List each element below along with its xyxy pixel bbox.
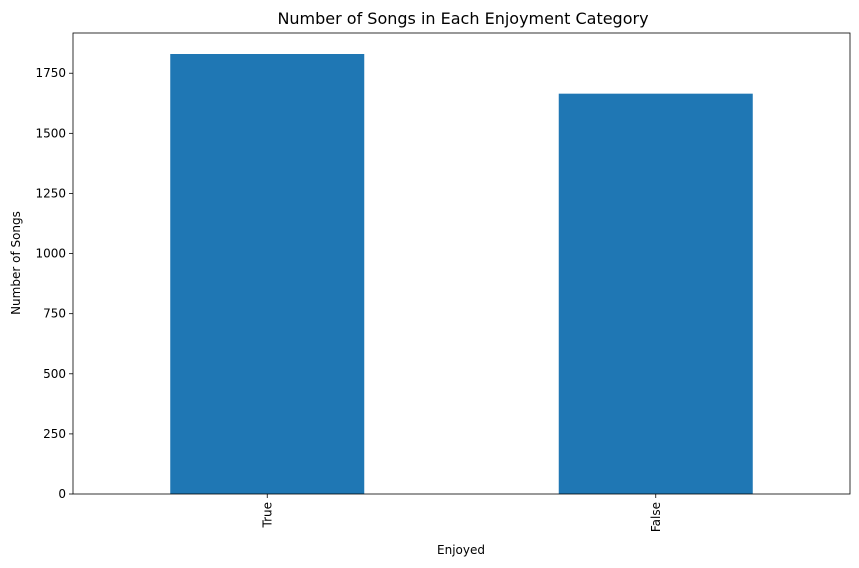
x-axis-ticks: True False [260,494,663,532]
y-tick-label: 1250 [35,186,66,200]
bar-false [558,93,753,495]
y-axis-label: Number of Songs [9,211,23,315]
x-tick-label: False [649,502,663,532]
x-tick-label: True [260,502,274,529]
x-axis-label: Enjoyed [437,543,485,557]
y-tick-label: 1000 [35,247,66,261]
plot-frame [72,32,851,495]
bar-true [170,54,365,494]
y-tick-label: 1750 [35,66,66,80]
y-tick-label: 0 [58,487,66,501]
y-tick-label: 1500 [35,126,66,140]
bars-group [170,54,753,495]
y-tick-label: 250 [43,427,66,441]
chart-title: Number of Songs in Each Enjoyment Catego… [277,9,648,28]
y-tick-label: 500 [43,367,66,381]
y-axis-ticks: 0 250 500 750 1000 1250 1500 1750 [35,66,73,501]
y-tick-label: 750 [43,307,66,321]
